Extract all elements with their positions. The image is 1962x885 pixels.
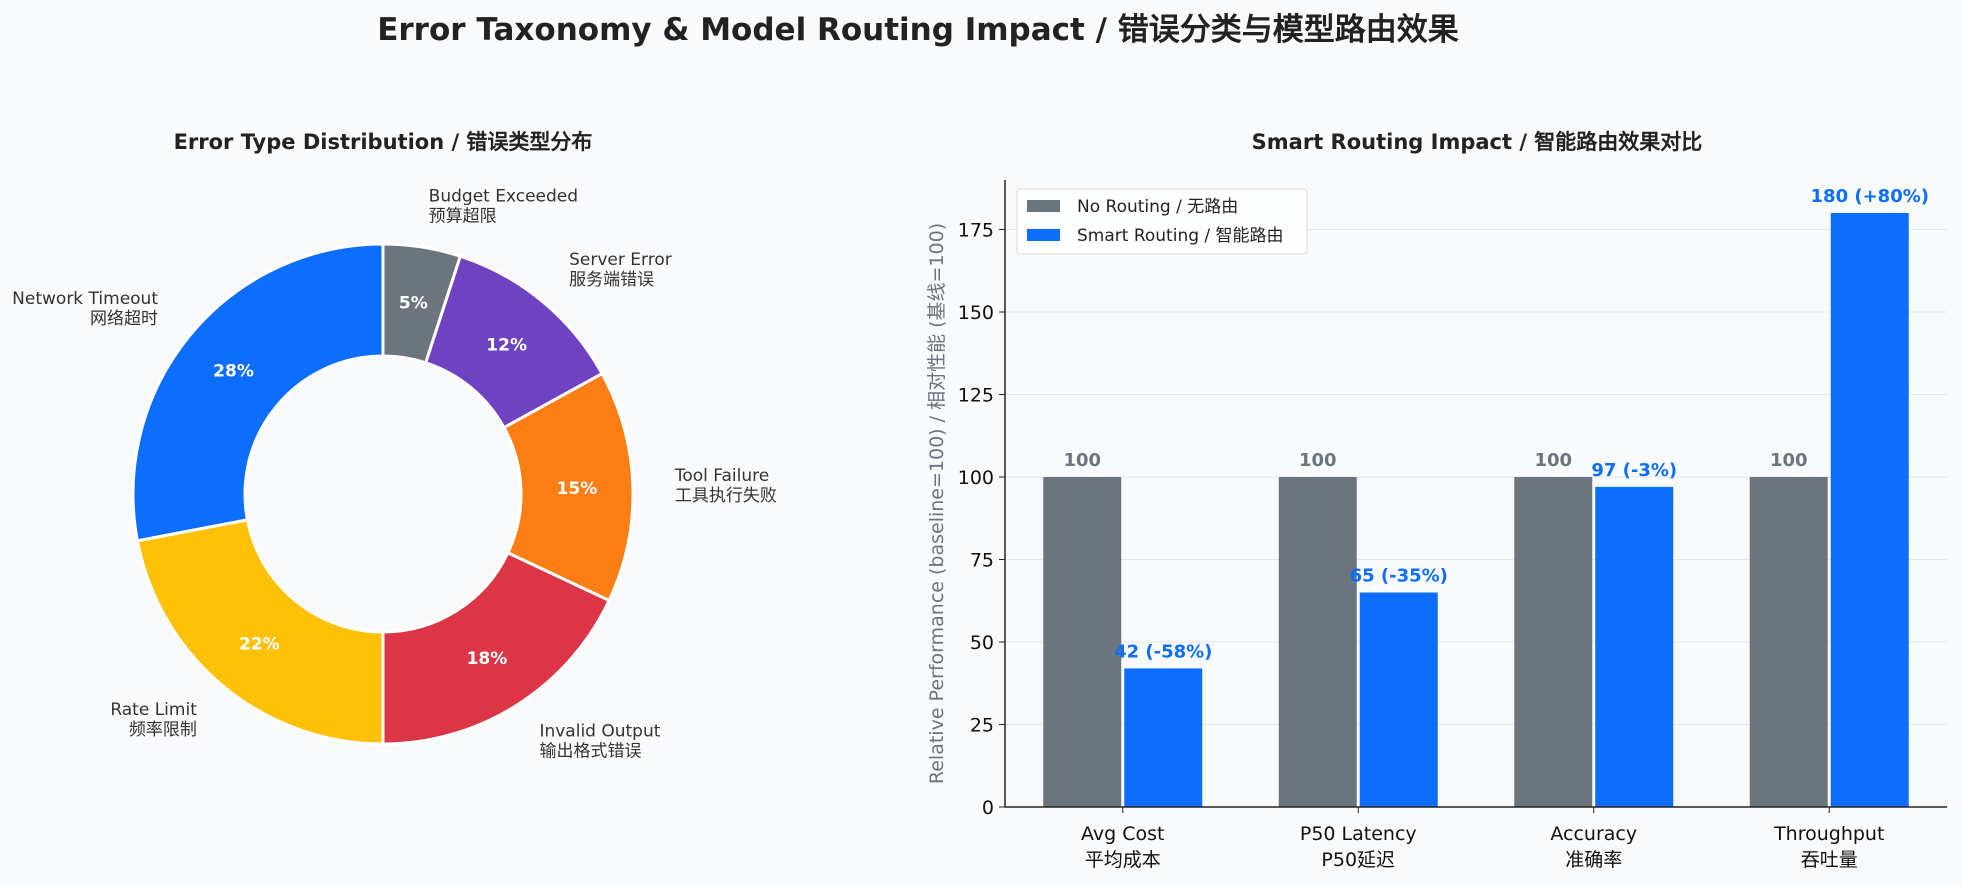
bar-chart: 0 25 50 75 100 125 150 175 100 42 (-58%) Avg Cost 平… [926,180,1947,871]
y-tick-label: 175 [958,220,994,242]
y-tick-label: 150 [958,302,994,324]
slice-label-zh-tool-failure: 工具执行失败 [675,486,777,506]
y-tick-label: 50 [970,632,994,654]
x-tick-label-avg-cost: Avg Cost [1081,823,1164,845]
y-axis-label: Relative Performance (baseline=100) / 相对… [926,223,948,784]
y-tick-label: 100 [958,467,994,489]
legend-swatch [1027,200,1060,212]
bar-value-label: 65 (-35%) [1350,566,1448,587]
x-tick-label-zh-accuracy: 准确率 [1565,849,1622,871]
figure-title: Error Taxonomy & Model Routing Impact / … [377,12,1459,48]
slice-label-server-error: Server Error [569,250,672,270]
bar-accuracy-no-routing [1514,477,1593,807]
bar-value-label: 97 (-3%) [1591,460,1677,481]
slice-pct-network-timeout: 28% [213,361,254,381]
slice-label-invalid-output: Invalid Output [539,722,660,742]
slice-pct-budget-exceeded: 5% [399,293,428,313]
x-tick-label-zh-p50-latency: P50延迟 [1321,849,1395,871]
slice-label-zh-server-error: 服务端错误 [569,270,654,290]
legend-label: Smart Routing / 智能路由 [1077,226,1284,246]
legend: No Routing / 无路由 Smart Routing / 智能路由 [1016,188,1308,255]
y-tick-label: 75 [970,550,994,572]
slice-invalid-output [381,550,612,746]
legend-label: No Routing / 无路由 [1077,197,1238,217]
y-tick-label: 125 [958,385,994,407]
slice-pct-server-error: 12% [486,336,527,356]
slice-label-zh-rate-limit: 频率限制 [129,720,197,740]
bar-value-label: 180 (+80%) [1811,186,1929,207]
bar-avg-cost-smart-routing [1124,668,1203,807]
slice-budget-exceeded [381,242,463,365]
bar-value-label: 42 (-58%) [1114,641,1212,662]
y-tick-label: 0 [982,797,994,819]
slice-label-budget-exceeded: Budget Exceeded [429,187,578,207]
y-tick-label: 25 [970,715,994,737]
slice-label-network-timeout: Network Timeout [12,289,158,309]
slice-label-zh-budget-exceeded: 预算超限 [429,207,497,227]
bar-p50-latency-no-routing [1278,477,1357,807]
slice-rate-limit [135,518,385,746]
x-tick-label-zh-avg-cost: 平均成本 [1085,849,1161,871]
x-tick-label-throughput: Throughput [1773,823,1884,845]
slice-pct-tool-failure: 15% [557,479,598,499]
x-tick-label-zh-throughput: 吞吐量 [1801,849,1858,871]
legend-swatch [1027,229,1060,241]
slice-network-timeout [131,242,385,543]
bar-p50-latency-smart-routing [1359,592,1438,807]
x-tick-label-p50-latency: P50 Latency [1300,823,1417,845]
bar-chart-title: Smart Routing Impact / 智能路由效果对比 [1252,130,1703,154]
bar-value-label: 100 [1299,450,1337,471]
bar-value-label: 100 [1063,450,1101,471]
slice-pct-rate-limit: 22% [239,634,280,654]
bar-value-label: 100 [1534,450,1572,471]
slice-label-rate-limit: Rate Limit [110,700,197,720]
bar-accuracy-smart-routing [1595,486,1674,807]
bar-avg-cost-no-routing [1043,477,1122,807]
x-tick-label-accuracy: Accuracy [1550,823,1637,845]
slice-label-zh-invalid-output: 输出格式错误 [539,742,641,762]
slice-label-tool-failure: Tool Failure [674,466,769,486]
bar-value-label: 100 [1770,450,1808,471]
pie-chart-title: Error Type Distribution / 错误类型分布 [174,130,593,154]
slice-pct-invalid-output: 18% [467,649,508,669]
bar-throughput-no-routing [1749,477,1828,807]
slice-label-zh-network-timeout: 网络超时 [90,309,158,329]
legend-box [1016,188,1308,255]
bar-throughput-smart-routing [1830,213,1909,807]
